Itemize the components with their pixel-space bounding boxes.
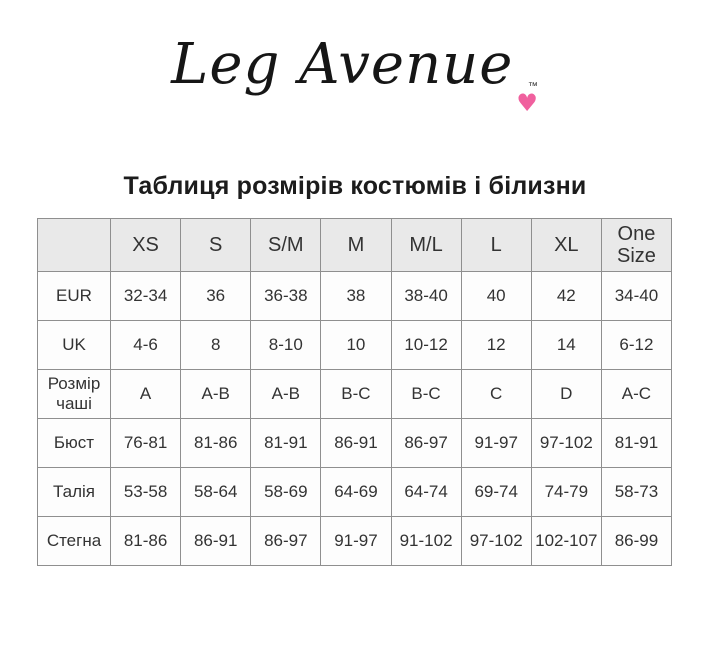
row-label: Талія (37, 467, 111, 517)
trademark-symbol: ™ (527, 81, 539, 92)
size-cell: 86-99 (600, 516, 673, 566)
column-header: XL (530, 218, 602, 272)
size-cell: 69-74 (460, 467, 532, 517)
size-cell: 53-58 (109, 467, 182, 517)
size-cell: 91-97 (460, 418, 532, 468)
table-row: Бюст 76-81 81-86 81-91 86-91 86-97 91-97 97-102… (37, 418, 673, 468)
size-cell: A (109, 369, 182, 419)
size-cell: 86-97 (250, 516, 322, 566)
corner-cell (37, 218, 111, 272)
size-cell: 12 (460, 320, 532, 370)
size-cell: 14 (530, 320, 602, 370)
size-cell: 64-69 (320, 467, 392, 517)
page-title: Таблиця розмірів костюмів і білизни (123, 172, 587, 200)
heart-icon: ♥ (516, 89, 539, 117)
size-cell: 32-34 (109, 271, 182, 321)
size-cell: 97-102 (530, 418, 602, 468)
size-cell: 81-91 (600, 418, 673, 468)
table-row: Розмір чаші A A-B A-B B-C B-C C D A-C (37, 369, 673, 419)
row-label: UK (37, 320, 111, 370)
column-header: L (460, 218, 532, 272)
size-cell: B-C (390, 369, 462, 419)
logo-mark: ™ ♥ (516, 81, 539, 117)
table-row: Стегна 81-86 86-91 86-97 91-97 91-102 97-102 10… (37, 516, 673, 566)
size-cell: 64-74 (390, 467, 462, 517)
table-row: Талія 53-58 58-64 58-69 64-69 64-74 69-74 74-79… (37, 467, 673, 517)
size-cell: 81-86 (109, 516, 182, 566)
size-cell: 4-6 (109, 320, 182, 370)
column-header: M/L (390, 218, 462, 272)
size-cell: 91-102 (390, 516, 462, 566)
size-cell: 76-81 (109, 418, 182, 468)
column-header: S/M (250, 218, 322, 272)
size-cell: 6-12 (600, 320, 673, 370)
size-cell: 42 (530, 271, 602, 321)
size-table: XS S S/M M M/L L XL One Size EUR 32-34 36 36-38 38 3… (37, 218, 673, 566)
size-cell: 40 (460, 271, 532, 321)
size-cell: A-B (250, 369, 322, 419)
size-cell: 91-97 (320, 516, 392, 566)
header-row: XS S S/M M M/L L XL One Size (37, 218, 673, 272)
size-cell: 86-91 (180, 516, 252, 566)
size-cell: 102-107 (530, 516, 602, 566)
size-cell: 34-40 (600, 271, 673, 321)
column-header: XS (109, 218, 182, 272)
size-cell: 8-10 (250, 320, 322, 370)
size-cell: 36-38 (250, 271, 322, 321)
logo-wordmark: Leg Avenue (171, 32, 514, 97)
size-cell: 58-73 (600, 467, 673, 517)
row-label: Розмір чаші (37, 369, 111, 419)
size-cell: D (530, 369, 602, 419)
brand-logo: Leg Avenue ™ ♥ (0, 32, 710, 115)
size-cell: 58-69 (250, 467, 322, 517)
size-cell: 86-91 (320, 418, 392, 468)
size-cell: 81-91 (250, 418, 322, 468)
brand-logo-text: Leg Avenue ™ ♥ (171, 32, 539, 115)
size-cell: 10 (320, 320, 392, 370)
size-cell: 86-97 (390, 418, 462, 468)
table-row: UK 4-6 8 8-10 10 10-12 12 14 6-12 (37, 320, 673, 370)
size-cell: 38-40 (390, 271, 462, 321)
size-cell: B-C (320, 369, 392, 419)
row-label: Стегна (37, 516, 111, 566)
row-label: Бюст (37, 418, 111, 468)
column-header: One Size (600, 218, 673, 272)
size-cell: 74-79 (530, 467, 602, 517)
size-cell: 36 (180, 271, 252, 321)
size-cell: 81-86 (180, 418, 252, 468)
size-cell: A-C (600, 369, 673, 419)
size-cell: 97-102 (460, 516, 532, 566)
table-row: EUR 32-34 36 36-38 38 38-40 40 42 34-40 (37, 271, 673, 321)
size-cell: 38 (320, 271, 392, 321)
column-header: S (180, 218, 252, 272)
size-table-head: XS S S/M M M/L L XL One Size (37, 218, 673, 272)
size-cell: A-B (180, 369, 252, 419)
column-header: M (320, 218, 392, 272)
size-cell: 58-64 (180, 467, 252, 517)
row-label: EUR (37, 271, 111, 321)
size-cell: 10-12 (390, 320, 462, 370)
size-table-body: EUR 32-34 36 36-38 38 38-40 40 42 34-40 UK 4-6 8 8-1… (37, 271, 673, 566)
size-cell: C (460, 369, 532, 419)
size-cell: 8 (180, 320, 252, 370)
